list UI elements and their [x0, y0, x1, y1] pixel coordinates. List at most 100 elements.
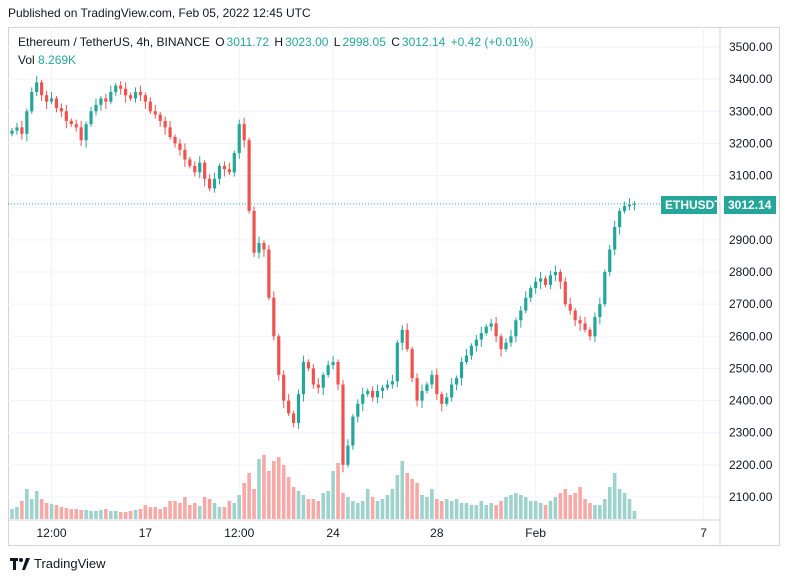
candle-body [608, 249, 612, 272]
candle-body [331, 362, 335, 366]
candle-body [44, 95, 49, 102]
candle-body [203, 162, 207, 179]
candle-body [588, 329, 592, 337]
candle-body [326, 365, 330, 375]
volume-bar [148, 507, 153, 519]
candle-body [395, 342, 399, 382]
candle-body [10, 130, 14, 134]
volume-bar [425, 497, 429, 519]
volume-bar [469, 505, 474, 519]
price-tick-label: 2700.00 [729, 297, 773, 311]
volume-bar [188, 505, 192, 519]
volume-bar [415, 483, 419, 519]
candle-body [198, 162, 202, 173]
time-tick-label: 24 [326, 526, 340, 540]
price-tick-label: 3300.00 [729, 104, 773, 118]
volume-bar [49, 504, 54, 519]
candle-body [94, 104, 98, 112]
price-tick-label: 2600.00 [729, 329, 773, 343]
volume-bar [267, 471, 271, 519]
chart-frame[interactable] [8, 27, 780, 546]
candle-body [148, 101, 152, 112]
volume-bar [276, 457, 281, 519]
volume-bar [227, 501, 232, 519]
volume-bar [593, 505, 597, 519]
candle-body [183, 149, 187, 160]
time-tick-label: 7 [700, 526, 707, 540]
candle-body [119, 85, 123, 89]
volume-bar [380, 499, 385, 519]
candle-body [390, 381, 394, 385]
candle-body [193, 165, 197, 173]
volume-bar [573, 493, 577, 519]
volume-bar [89, 511, 93, 519]
candle-body [622, 206, 627, 211]
volume-bar [183, 497, 187, 519]
time-tick-label: 28 [430, 526, 444, 540]
time-tick-label: Feb [525, 526, 546, 540]
volume-bar [291, 487, 296, 519]
volume-bar [356, 503, 360, 519]
candle-body [563, 281, 567, 305]
volume-bar [10, 509, 14, 519]
volume-bar [360, 501, 365, 519]
candle-body [247, 140, 251, 211]
time-tick-label: 17 [139, 526, 153, 540]
volume-bar [34, 491, 39, 519]
volume-bar [548, 501, 553, 519]
volume-bar [286, 477, 291, 519]
volume-bar [59, 507, 64, 519]
volume-bar [192, 503, 197, 519]
candle-body [375, 390, 380, 398]
volume-bar [430, 489, 434, 519]
candle-body [133, 92, 138, 99]
volume-bar [553, 497, 558, 519]
candle-body [287, 400, 291, 414]
candle-body [296, 394, 301, 424]
candle-body [514, 320, 518, 337]
candle-body [84, 124, 88, 141]
candles [10, 75, 637, 473]
candle-body [252, 210, 256, 253]
footer[interactable]: TradingView [10, 556, 106, 571]
volume-bar [25, 489, 29, 519]
volume-bar [29, 499, 34, 519]
time-tick-label: 12:00 [37, 526, 67, 540]
price-tick-label: 2800.00 [729, 265, 773, 279]
candle-body [114, 85, 118, 92]
time-axis: 12:00 17 12:00 24 28 Feb 7 [37, 526, 708, 540]
candle-body [153, 111, 157, 115]
volume-bar [94, 511, 98, 519]
volume-bar [533, 501, 538, 519]
volume-bar [341, 493, 345, 519]
change-value: +0.42 (+0.01%) [450, 35, 534, 49]
volume-bar [242, 483, 246, 519]
volume-bar [607, 487, 612, 519]
price-tick-label: 3400.00 [729, 72, 773, 86]
candle-body [420, 390, 424, 401]
candle-body [301, 362, 306, 395]
volume-bar [296, 491, 301, 519]
high-value: 3023.00 [285, 35, 329, 49]
volume-bar [568, 495, 573, 519]
volume-bar [395, 475, 400, 519]
volume-bar [583, 499, 587, 519]
volume-bar [464, 503, 469, 519]
candle-body [124, 88, 128, 96]
candle-body [227, 169, 231, 173]
volume-bar [523, 497, 528, 519]
volume-bar [306, 499, 311, 519]
price-axis: 3500.003400.003300.003200.003100.003000.… [729, 40, 773, 504]
volume-bar [563, 489, 568, 519]
close-label: C [391, 35, 400, 49]
open-label: O [215, 35, 225, 49]
candle-body [89, 111, 93, 125]
volume-bar [410, 479, 414, 519]
candle-body [20, 127, 24, 134]
candle-body [618, 210, 622, 227]
volume-bar [385, 495, 390, 519]
candle-body [242, 124, 246, 141]
candle-body [188, 159, 192, 166]
candle-body [54, 98, 59, 109]
